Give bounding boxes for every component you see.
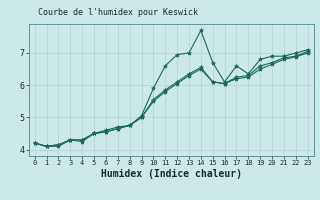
X-axis label: Humidex (Indice chaleur): Humidex (Indice chaleur)	[101, 169, 242, 179]
Text: Courbe de l'humidex pour Keswick: Courbe de l'humidex pour Keswick	[38, 8, 198, 17]
